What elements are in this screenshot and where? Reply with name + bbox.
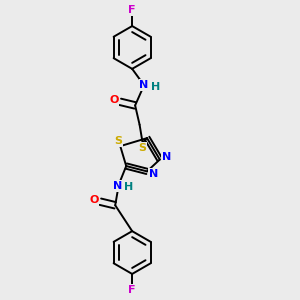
Text: O: O [109,95,119,105]
Text: N: N [113,181,122,191]
Text: F: F [128,5,136,15]
Text: H: H [124,182,134,193]
Text: H: H [151,82,160,92]
Text: N: N [162,152,171,162]
Text: N: N [149,169,158,179]
Text: S: S [139,142,147,153]
Text: F: F [128,285,136,295]
Text: O: O [89,195,98,205]
Text: N: N [140,80,149,90]
Text: S: S [114,136,122,146]
